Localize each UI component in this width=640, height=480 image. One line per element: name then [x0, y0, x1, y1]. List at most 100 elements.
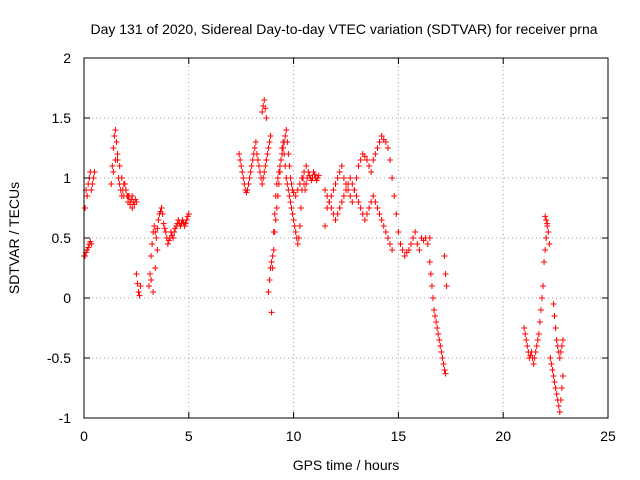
x-tick-label: 0: [80, 428, 88, 444]
data-point: [112, 127, 119, 133]
data-point: [244, 187, 251, 193]
data-point: [259, 109, 266, 115]
data-point: [349, 181, 356, 187]
grid-lines: [84, 58, 608, 418]
data-point: [412, 229, 419, 235]
data-point: [153, 235, 160, 241]
data-point: [154, 247, 161, 253]
data-point: [91, 169, 98, 175]
data-point: [125, 193, 132, 199]
data-point: [347, 193, 354, 199]
data-point: [426, 259, 433, 265]
data-point: [149, 241, 156, 247]
data-point: [326, 199, 333, 205]
y-tick-label: -0.5: [47, 350, 71, 366]
data-point: [407, 241, 414, 247]
data-point: [288, 205, 295, 211]
data-point: [148, 277, 155, 283]
data-point: [357, 205, 364, 211]
data-point: [424, 241, 431, 247]
data-point: [374, 205, 381, 211]
data-point: [361, 153, 368, 160]
x-axis-label: GPS time / hours: [293, 457, 400, 473]
data-point: [282, 133, 289, 139]
data-point: [389, 247, 396, 253]
data-point: [127, 201, 134, 208]
x-tick-label: 20: [495, 428, 511, 444]
data-point: [271, 211, 278, 217]
chart-title: Day 131 of 2020, Sidereal Day-to-day VTE…: [90, 21, 597, 37]
data-point: [236, 151, 243, 157]
data-point: [279, 151, 286, 157]
data-point: [328, 205, 335, 211]
data-point: [185, 211, 192, 217]
data-point: [287, 175, 294, 181]
data-point: [280, 145, 287, 151]
data-point: [158, 205, 165, 211]
data-point: [110, 169, 117, 175]
data-point: [556, 409, 563, 415]
data-point: [273, 181, 280, 187]
data-point: [338, 163, 345, 169]
data-point: [552, 325, 559, 331]
data-point: [248, 163, 255, 169]
data-point: [378, 217, 385, 223]
data-point: [531, 355, 538, 361]
data-point: [556, 355, 563, 361]
data-point: [370, 193, 377, 199]
data-point: [136, 292, 143, 299]
data-point: [82, 205, 89, 211]
data-point: [355, 163, 362, 169]
data-point: [89, 181, 96, 187]
data-point: [252, 139, 259, 145]
data-point: [551, 379, 558, 385]
data-point: [278, 157, 285, 163]
data-point: [382, 229, 389, 235]
data-point: [296, 223, 303, 229]
data-point: [322, 223, 329, 229]
data-point: [151, 223, 158, 229]
data-point: [433, 319, 440, 325]
y-tick-label: 1.5: [52, 110, 72, 126]
data-point: [261, 169, 268, 175]
data-point: [553, 391, 560, 397]
data-point: [391, 193, 398, 199]
data-point: [289, 211, 296, 217]
data-point: [88, 241, 95, 247]
data-point: [355, 199, 362, 205]
data-point: [292, 193, 299, 199]
data-point: [122, 187, 129, 193]
data-point: [152, 265, 159, 271]
data-point: [263, 115, 270, 121]
data-point: [264, 151, 271, 157]
data-point: [266, 139, 273, 145]
data-point: [294, 241, 301, 247]
data-point: [363, 211, 370, 217]
data-point: [441, 253, 448, 259]
data-point: [438, 349, 445, 355]
data-point: [395, 229, 402, 235]
data-point: [82, 253, 89, 259]
data-point: [116, 163, 123, 169]
data-point: [536, 319, 543, 325]
y-axis: -1 -0.5 0 0.5 1 1.5 2: [47, 50, 608, 426]
data-point: [541, 259, 548, 265]
data-point: [522, 331, 529, 337]
data-point: [432, 313, 439, 319]
data-point: [268, 259, 275, 265]
data-point: [247, 169, 254, 175]
data-point: [283, 127, 290, 133]
data-point: [387, 241, 394, 247]
data-point: [372, 199, 379, 205]
data-point: [88, 187, 95, 193]
data-point: [134, 280, 141, 287]
data-point: [254, 157, 261, 163]
x-tick-label: 15: [391, 428, 407, 444]
data-point: [120, 181, 127, 187]
data-point: [272, 217, 279, 223]
y-axis-label: SDTVAR / TECUs: [6, 182, 22, 294]
data-point: [301, 169, 308, 175]
data-point: [336, 169, 343, 175]
data-point: [270, 229, 277, 235]
data-point: [393, 211, 400, 217]
